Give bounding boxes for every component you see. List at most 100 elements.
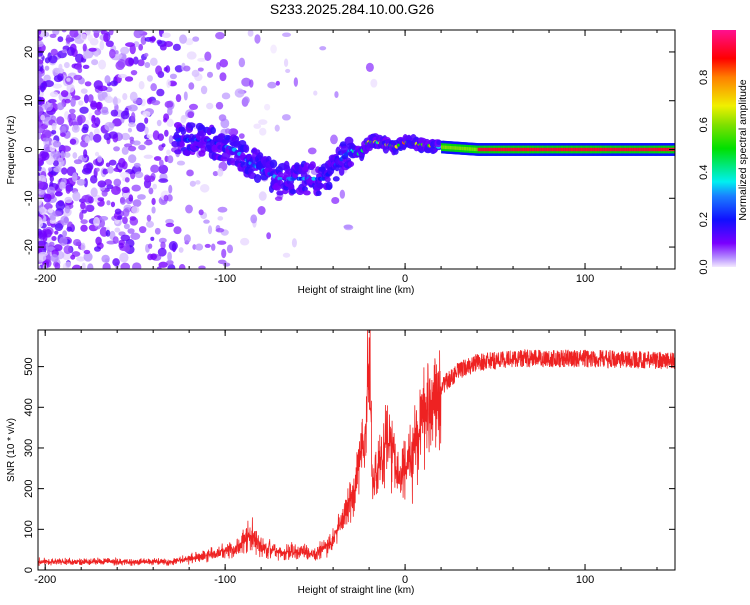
spectrogram-cell [129,44,136,55]
spectrogram-cell [283,58,289,67]
spectrogram-cell [178,247,184,253]
spectrogram-cell [204,243,211,248]
spectrogram-cell [198,209,204,216]
spectrogram-cell [259,127,267,136]
spectrogram-cell [121,146,129,155]
spectrogram-cell [60,215,70,226]
colorbar-tick-label: 0.4 [698,165,710,180]
spectrogram-cell [71,264,82,269]
spectrogram-cell [44,80,54,88]
x-tick-label: 0 [402,273,408,285]
x-tick-label: -200 [34,574,56,586]
spectrogram-cell [179,141,185,148]
spectrogram-cell [115,53,123,59]
spectrogram-cell [99,216,109,221]
spectrogram-cell [138,144,146,151]
spectrogram-cell [287,182,294,190]
spectrogram-cell [212,170,219,177]
spectrogram-cell [96,101,102,112]
colorbar [712,30,736,267]
spectrogram-cell [63,61,70,69]
spectrogram-cell [119,252,129,263]
spectrogram-cell [82,123,89,131]
spectrogram-cell [144,126,149,135]
spectrogram-cell [72,191,81,202]
spectrogram-cell [109,48,116,59]
spectrogram-cell [219,72,227,82]
spectrogram-cell [80,33,87,41]
spectrogram-cell [65,261,72,268]
bottom-plot-frame [37,329,676,571]
spectrogram-cell [122,92,128,101]
spectrogram-cell [51,129,57,135]
spectrogram-cell [152,183,157,190]
spectrogram-cell [132,262,142,269]
spectrogram-cell [81,209,87,214]
spectrogram-cell [163,40,174,48]
spectrogram-cell [198,265,206,269]
spectrogram-cell [325,181,333,191]
spectrogram-cell [77,67,83,74]
spectrogram-cell [143,154,153,159]
spectrogram-cell [221,92,231,100]
spectrogram-cell [90,187,98,198]
spectrogram-cell [241,77,252,87]
spectrogram-cell [158,164,169,174]
spectrogram-cell [238,57,246,68]
spectrogram-cell [71,172,78,183]
spectrogram-cell [133,162,141,168]
spectrogram-cell [38,251,48,257]
x-tick-label: 100 [576,273,594,285]
spectrogram-cell [108,131,118,139]
spectrogram-cell [334,91,339,98]
spectrogram-cell [76,256,86,262]
spectrogram-cell [80,88,88,94]
spectrogram-cell [49,91,59,98]
spectrogram-cell [95,167,100,172]
spectrogram-cell [63,245,72,255]
spectrogram-cell [224,128,231,134]
spectrogram-cell [247,30,254,37]
spectrogram-cell [38,105,44,116]
spectrogram-cell [120,110,130,120]
spectrogram-cell [176,160,186,166]
y-tick-label: 200 [23,479,35,497]
spectrogram-cell [187,111,195,119]
spectrogram-cell [105,40,114,48]
spectrogram-cell [62,230,68,238]
spectrogram-cell [76,114,86,124]
spectrogram-cell [117,59,127,69]
spectrogram-cell [436,140,442,146]
spectrogram-cell [49,214,56,221]
spectrogram-cell [91,59,99,66]
spectrogram-cell [82,43,87,52]
spectrogram-cell [79,211,84,221]
spectrogram-cell [130,112,136,122]
spectrogram-cell [38,30,42,35]
spectrogram-cell [41,129,52,139]
spectrogram-cell [98,59,107,70]
spectrogram-cell [301,186,308,192]
spectrogram-cell [44,57,51,64]
spectrogram-cell [164,129,169,137]
spectrogram-cell [158,237,167,244]
spectrogram-cell [97,85,108,92]
spectrogram-cell [184,149,191,157]
spectrogram-cell [98,218,106,228]
spectrogram-cell [137,194,146,200]
spectrogram-cell [97,180,107,188]
spectrogram-cell [61,167,68,175]
spectrogram-cell [347,161,355,167]
spectrogram-cell [267,81,277,89]
spectrogram-cell [200,85,208,95]
spectrogram-cell [110,80,118,87]
spectrogram-cell [40,82,46,93]
spectrogram-cell [307,147,317,155]
spectrogram-cell [243,144,250,153]
spectrogram-cell [117,215,123,220]
spectrogram-cell [104,179,112,186]
spectrogram-cell [199,183,210,193]
spectrogram-cell [258,191,267,201]
spectrogram-cell [183,234,191,244]
spectrogram-cell [277,171,284,178]
